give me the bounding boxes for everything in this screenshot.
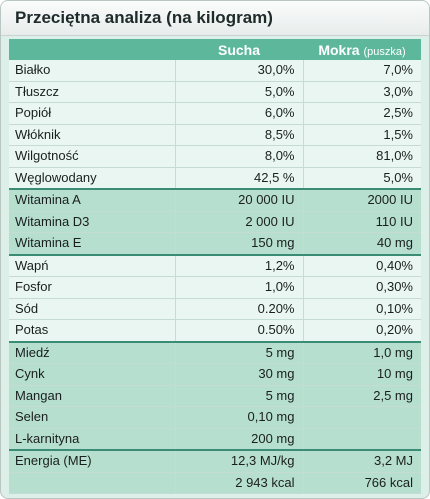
row-dry-value: 0,10 mg bbox=[174, 406, 303, 429]
row-dry-value: 2 000 IU bbox=[174, 211, 303, 233]
table-row: Wilgotność 8,0% 81,0% bbox=[9, 145, 421, 168]
row-label: Witamina D3 bbox=[9, 211, 175, 233]
row-dry-value: 12,3 MJ/kg bbox=[174, 450, 303, 473]
table-row: Fosfor 1,0% 0,30% bbox=[9, 276, 421, 299]
row-wet-value: 766 kcal bbox=[302, 472, 421, 494]
row-label: Witamina A bbox=[9, 189, 175, 212]
row-dry-value: 20 000 IU bbox=[174, 189, 303, 212]
row-dry-value: 2 943 kcal bbox=[174, 472, 303, 494]
table-row: Węglowodany 42,5 % 5,0% bbox=[9, 167, 421, 190]
row-label: Wilgotność bbox=[9, 145, 175, 168]
nutrition-table: Białko 30,0% 7,0% Tłuszcz 5,0% 3,0% Popiół 6,0%… bbox=[9, 60, 421, 494]
row-wet-value: 0,20% bbox=[302, 319, 421, 343]
row-wet-value: 1,0 mg bbox=[302, 341, 421, 364]
row-label: Energia (ME) bbox=[9, 450, 175, 473]
row-label: Potas bbox=[9, 319, 175, 343]
row-label: Węglowodany bbox=[9, 167, 175, 190]
table-header: Sucha Mokra (puszka) bbox=[9, 39, 421, 60]
table-row: Włóknik 8,5% 1,5% bbox=[9, 124, 421, 146]
header-wet-sub: (puszka) bbox=[363, 45, 406, 58]
row-wet-value: 3,2 MJ bbox=[302, 450, 421, 473]
row-dry-value: 30 mg bbox=[174, 363, 303, 386]
row-label: L-karnityna bbox=[9, 428, 175, 451]
table-row: Potas 0.50% 0,20% bbox=[9, 319, 421, 343]
row-dry-value: 200 mg bbox=[174, 428, 303, 451]
row-dry-value: 42,5 % bbox=[174, 167, 303, 190]
row-dry-value: 0.50% bbox=[174, 319, 303, 343]
row-wet-value bbox=[302, 406, 421, 429]
row-dry-value: 150 mg bbox=[174, 232, 303, 256]
row-wet-value: 3,0% bbox=[302, 81, 421, 103]
row-label: Witamina E bbox=[9, 232, 175, 256]
row-label: Tłuszcz bbox=[9, 81, 175, 103]
row-dry-value: 5 mg bbox=[174, 385, 303, 407]
table-row: Miedź 5 mg 1,0 mg bbox=[9, 341, 421, 364]
table-row: Energia (ME) 12,3 MJ/kg 3,2 MJ bbox=[9, 450, 421, 473]
table-row: Białko 30,0% 7,0% bbox=[9, 60, 421, 82]
row-label: Miedź bbox=[9, 341, 175, 364]
row-wet-value bbox=[302, 428, 421, 451]
row-label: Wapń bbox=[9, 254, 175, 277]
header-wet-label: Mokra bbox=[318, 41, 360, 58]
row-wet-value: 0,40% bbox=[302, 254, 421, 277]
table-row: Cynk 30 mg 10 mg bbox=[9, 363, 421, 386]
row-label bbox=[9, 472, 175, 494]
table-row: Tłuszcz 5,0% 3,0% bbox=[9, 81, 421, 103]
row-dry-value: 1,0% bbox=[174, 276, 303, 299]
row-label: Selen bbox=[9, 406, 175, 429]
row-label: Cynk bbox=[9, 363, 175, 386]
row-label: Mangan bbox=[9, 385, 175, 407]
row-label: Sód bbox=[9, 298, 175, 320]
row-dry-value: 8,5% bbox=[174, 124, 303, 146]
row-wet-value: 10 mg bbox=[302, 363, 421, 386]
table-row: Witamina E 150 mg 40 mg bbox=[9, 232, 421, 256]
row-label: Fosfor bbox=[9, 276, 175, 299]
row-wet-value: 1,5% bbox=[302, 124, 421, 146]
row-wet-value: 110 IU bbox=[302, 211, 421, 233]
row-wet-value: 0,10% bbox=[302, 298, 421, 320]
row-dry-value: 5 mg bbox=[174, 341, 303, 364]
row-wet-value: 2,5 mg bbox=[302, 385, 421, 407]
header-wet: Mokra (puszka) bbox=[303, 42, 421, 58]
table-row: Selen 0,10 mg bbox=[9, 406, 421, 429]
row-wet-value: 81,0% bbox=[302, 145, 421, 168]
row-dry-value: 1,2% bbox=[174, 254, 303, 277]
row-label: Popiół bbox=[9, 102, 175, 125]
row-dry-value: 5,0% bbox=[174, 81, 303, 103]
row-dry-value: 0.20% bbox=[174, 298, 303, 320]
table-row: L-karnityna 200 mg bbox=[9, 428, 421, 451]
table-row: Wapń 1,2% 0,40% bbox=[9, 254, 421, 277]
row-label: Białko bbox=[9, 60, 175, 82]
table-row: Witamina A 20 000 IU 2000 IU bbox=[9, 189, 421, 212]
table-row: Popiół 6,0% 2,5% bbox=[9, 102, 421, 125]
row-wet-value: 2,5% bbox=[302, 102, 421, 125]
table-row: Sód 0.20% 0,10% bbox=[9, 298, 421, 320]
row-dry-value: 8,0% bbox=[174, 145, 303, 168]
row-label: Włóknik bbox=[9, 124, 175, 146]
table-row: Mangan 5 mg 2,5 mg bbox=[9, 385, 421, 407]
table-row: 2 943 kcal 766 kcal bbox=[9, 472, 421, 494]
row-wet-value: 2000 IU bbox=[302, 189, 421, 212]
row-wet-value: 0,30% bbox=[302, 276, 421, 299]
table-row: Witamina D3 2 000 IU 110 IU bbox=[9, 211, 421, 233]
header-dry: Sucha bbox=[217, 41, 260, 58]
panel-title: Przeciętna analiza (na kilogram) bbox=[1, 1, 429, 36]
row-wet-value: 40 mg bbox=[302, 232, 421, 256]
row-wet-value: 5,0% bbox=[302, 167, 421, 190]
row-dry-value: 30,0% bbox=[174, 60, 303, 82]
row-dry-value: 6,0% bbox=[174, 102, 303, 125]
row-wet-value: 7,0% bbox=[302, 60, 421, 82]
